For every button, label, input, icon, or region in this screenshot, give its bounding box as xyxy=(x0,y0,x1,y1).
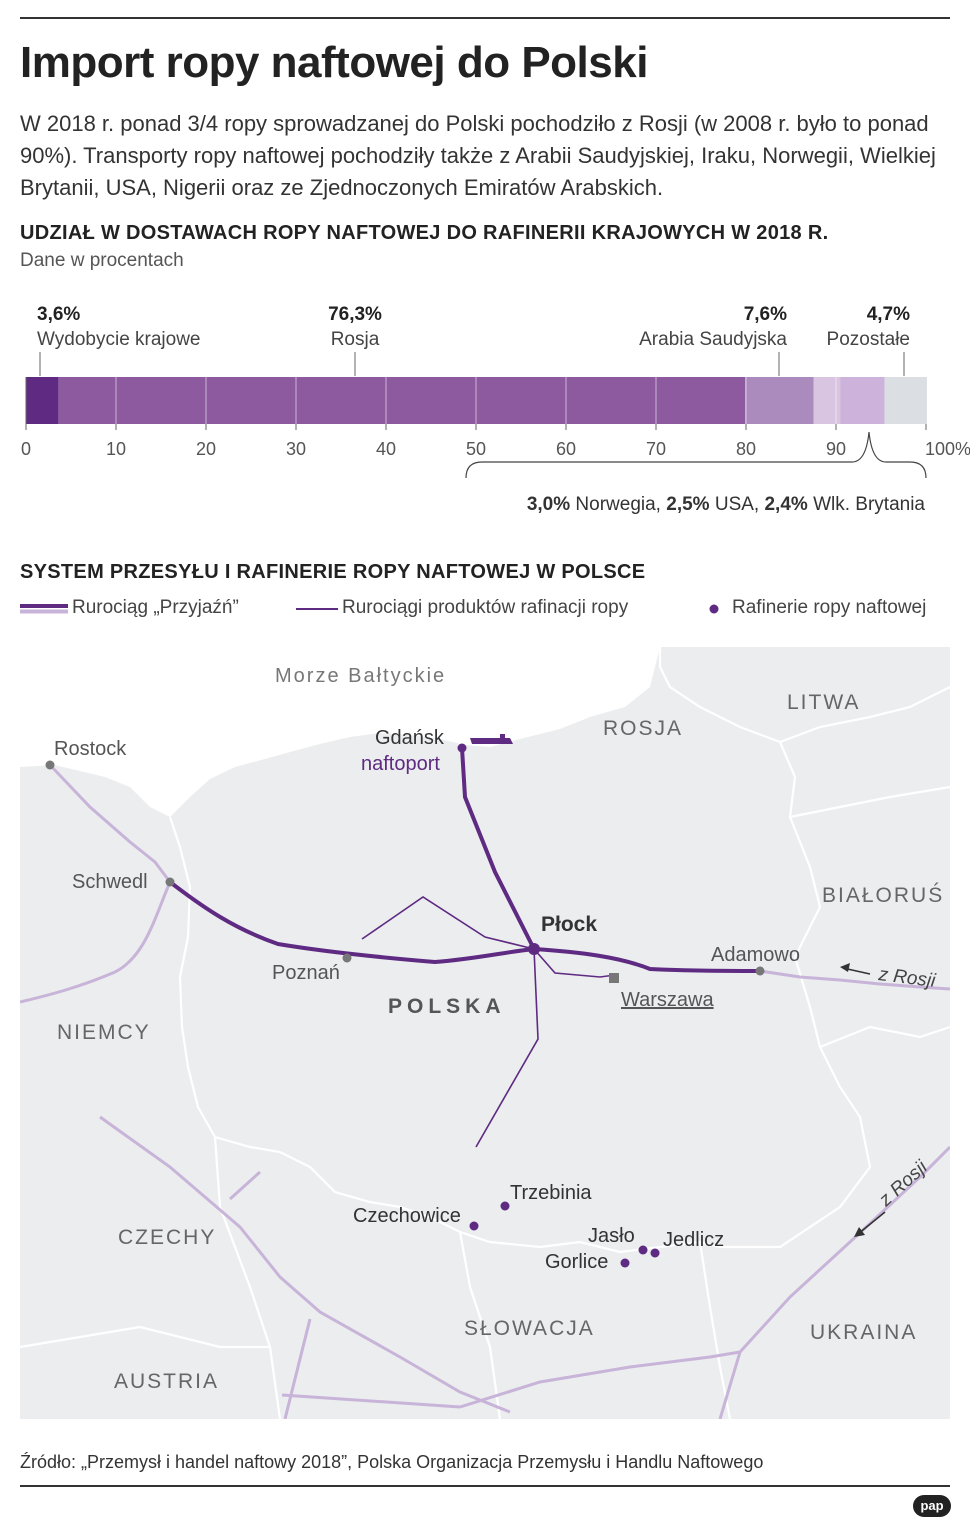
city-rostock: Rostock xyxy=(54,738,127,760)
bar-tick-label: 10 xyxy=(106,439,126,459)
city-naftoport: naftoport xyxy=(361,753,440,775)
poznan-dot xyxy=(342,953,352,963)
jaslo-dot xyxy=(638,1245,648,1255)
brace-norway-value: 3,0% xyxy=(527,494,570,515)
city-poznan: Poznań xyxy=(272,962,340,984)
rostock-dot xyxy=(45,760,55,770)
label-domestic-value: 3,6% xyxy=(37,304,80,325)
country-rosja: ROSJA xyxy=(603,717,683,740)
bar-tick-label: 90 xyxy=(826,439,846,459)
refinery-jedlicz: Jedlicz xyxy=(663,1229,724,1251)
brace-uk-value: 2,4% xyxy=(764,494,807,515)
bar-chart-subtitle: Dane w procentach xyxy=(20,250,184,271)
pipeline-light xyxy=(20,763,950,1419)
brace xyxy=(465,431,927,479)
label-russia-name: Rosja xyxy=(331,329,380,350)
plock-dot xyxy=(528,943,540,955)
sea-label: Morze Bałtyckie xyxy=(275,665,446,687)
country-czechy: CZECHY xyxy=(118,1226,216,1249)
country-polska: POLSKA xyxy=(388,995,506,1018)
pap-logo: pap xyxy=(913,1495,951,1517)
gdansk-dot xyxy=(457,743,467,753)
bar-tick-label: 40 xyxy=(376,439,396,459)
city-adamowo: Adamowo xyxy=(711,944,800,966)
lead-text: W 2018 r. ponad 3/4 ropy sprowadzanej do… xyxy=(20,111,936,200)
bar-tick-label: 70 xyxy=(646,439,666,459)
stacked-bar-chart: 0 10 20 30 40 50 60 70 80 90 100% 3,6% Wydobycie k… xyxy=(21,304,970,515)
brace-usa-value: 2,5% xyxy=(666,494,709,515)
country-austria: AUSTRIA xyxy=(114,1370,219,1393)
bar-tick-label: 20 xyxy=(196,439,216,459)
refinery-trzebinia: Trzebinia xyxy=(510,1182,592,1204)
city-warszawa: Warszawa xyxy=(621,989,714,1011)
brace-norway-name: Norwegia, xyxy=(575,494,661,515)
label-others-name: Pozostałe xyxy=(827,329,910,350)
legend-pipeline-label: Rurociąg „Przyjaźń” xyxy=(72,597,239,618)
pipeline-przyjazn xyxy=(168,746,762,973)
legend-refinery-dot xyxy=(709,604,719,614)
jedlicz-dot xyxy=(650,1248,660,1258)
bar-segment-0 xyxy=(26,377,59,424)
refinery-czechowice: Czechowice xyxy=(353,1205,461,1227)
bar-chart-title: UDZIAŁ W DOSTAWACH ROPY NAFTOWEJ DO RAFI… xyxy=(20,222,829,244)
country-borders xyxy=(20,647,950,1419)
country-litwa: LITWA xyxy=(787,691,860,714)
label-others-value: 4,7% xyxy=(867,304,910,325)
map-title: SYSTEM PRZESYŁU I RAFINERIE ROPY NAFTOWE… xyxy=(20,561,646,583)
source-note: Źródło: „Przemysł i handel naftowy 2018”… xyxy=(20,1452,764,1472)
legend-refineries-label: Rafinerie ropy naftowej xyxy=(732,597,927,618)
country-niemcy: NIEMCY xyxy=(57,1021,151,1044)
adamowo-dot xyxy=(755,966,765,976)
bar-tick-label: 100% xyxy=(925,439,970,459)
bar-segment-6 xyxy=(884,377,927,424)
trzebinia-dot xyxy=(500,1201,510,1211)
legend-products-label: Rurociągi produktów rafinacji ropy xyxy=(342,597,629,618)
pipeline-map: Morze Bałtyckie LITWA ROSJA BIAŁORUŚ NIE… xyxy=(20,647,950,1419)
page-title: Import ropy naftowej do Polski xyxy=(20,38,648,87)
label-russia-value: 76,3% xyxy=(328,304,382,325)
refinery-gorlice: Gorlice xyxy=(545,1251,608,1273)
bar-segment-1 xyxy=(58,377,746,424)
bar-tick-label: 30 xyxy=(286,439,306,459)
legend-pipeline-swatch xyxy=(20,604,68,614)
brace-usa-name: USA, xyxy=(715,494,759,515)
country-ukraina: UKRAINA xyxy=(810,1321,917,1344)
bar-segment-5 xyxy=(863,377,885,424)
top-rule xyxy=(20,17,950,19)
country-bialorus: BIAŁORUŚ xyxy=(822,883,944,907)
bar-tick-label: 60 xyxy=(556,439,576,459)
brace-note: 3,0% Norwegia, 2,5% USA, 2,4% Wlk. Bryta… xyxy=(527,494,926,515)
city-gdansk: Gdańsk xyxy=(375,727,445,749)
bar-ticks: 0 10 20 30 40 50 60 70 80 90 100% xyxy=(21,377,970,459)
bar-segment-4 xyxy=(840,377,863,424)
gorlice-dot xyxy=(620,1258,630,1268)
city-schwedt: Schwedl xyxy=(72,871,148,893)
city-plock: Płock xyxy=(541,913,597,936)
pipeline-products xyxy=(361,896,616,1148)
brace-uk-name: Wlk. Brytania xyxy=(813,494,925,515)
label-domestic-name: Wydobycie krajowe xyxy=(37,329,201,350)
bar-tick-label: 0 xyxy=(21,439,31,459)
bar-gridlines xyxy=(115,377,837,424)
refinery-jaslo: Jasło xyxy=(588,1225,635,1247)
tanker-ship-icon xyxy=(470,738,513,744)
bar-tick-label: 50 xyxy=(466,439,486,459)
bar-tick-label: 80 xyxy=(736,439,756,459)
warszawa-marker xyxy=(609,973,619,983)
czechowice-dot xyxy=(469,1221,479,1231)
bar-segment-2 xyxy=(745,377,814,424)
label-saudi-name: Arabia Saudyjska xyxy=(639,329,787,350)
bar-segments xyxy=(26,377,927,424)
legend-products-swatch xyxy=(296,608,338,610)
schwedt-dot xyxy=(165,877,175,887)
bottom-rule xyxy=(20,1485,950,1487)
country-slowacja: SŁOWACJA xyxy=(464,1317,595,1340)
label-saudi-value: 7,6% xyxy=(744,304,787,325)
baltic-sea xyxy=(20,647,660,817)
